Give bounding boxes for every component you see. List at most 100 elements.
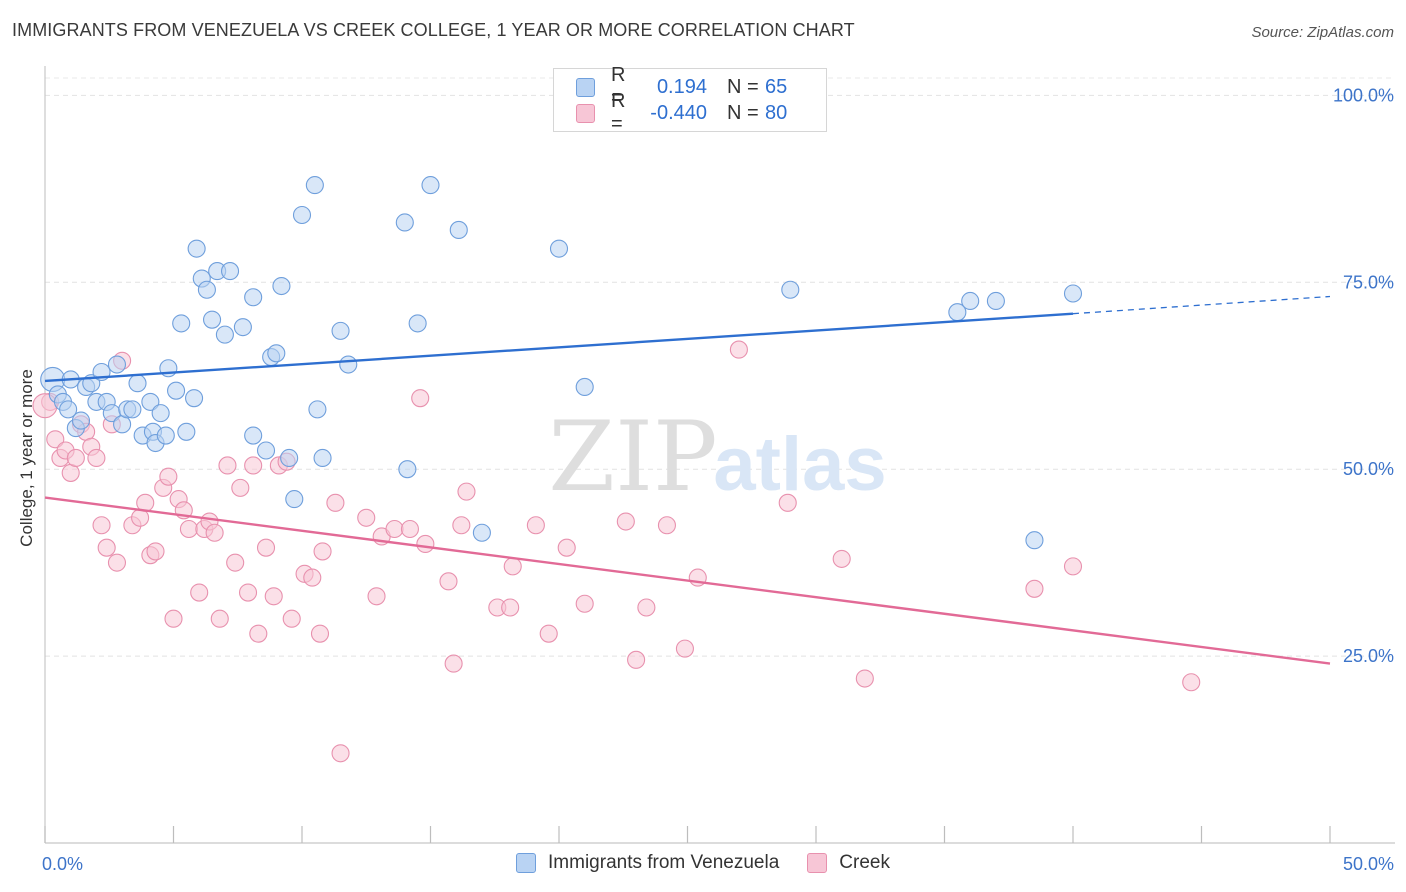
creek-point <box>87 448 106 468</box>
creek-point <box>832 549 851 568</box>
creek-point <box>1182 673 1201 692</box>
creek-point <box>616 512 635 531</box>
venezuela-point <box>1025 531 1044 550</box>
venezuela-point <box>575 377 594 397</box>
venezuela-point <box>185 389 204 408</box>
creek-point <box>264 587 283 606</box>
venezuela-point <box>986 291 1005 311</box>
legend-item-creek[interactable]: Creek <box>807 852 890 874</box>
x-tick-label: 0.0% <box>42 854 83 874</box>
y-axis-label: College, 1 year or more <box>17 369 36 547</box>
creek-trendline <box>44 496 1331 665</box>
venezuela-point <box>781 280 800 299</box>
venezuela-point <box>233 318 252 337</box>
creek-point <box>249 624 268 643</box>
venezuela-point <box>177 422 196 441</box>
venezuela-point <box>172 314 191 333</box>
creek-point <box>313 542 332 561</box>
legend-swatch-blue <box>516 853 537 873</box>
venezuela-point <box>292 205 312 225</box>
venezuela-point <box>472 523 491 542</box>
venezuela-point <box>395 213 414 232</box>
legend-item-venezuela[interactable]: Immigrants from Venezuela <box>516 852 779 874</box>
creek-point <box>164 609 183 628</box>
venezuela-point <box>305 176 324 195</box>
creek-point <box>179 519 198 539</box>
venezuela-point <box>331 321 350 340</box>
venezuela-point <box>167 381 186 400</box>
creek-point <box>66 448 85 468</box>
venezuela-point <box>256 441 276 460</box>
creek-point <box>46 430 65 449</box>
creek-point <box>326 493 345 512</box>
creek-point <box>218 456 237 475</box>
venezuela-point <box>59 400 78 419</box>
venezuela-point <box>449 220 468 240</box>
venezuela-point <box>961 291 980 311</box>
y-tick-label: 75.0% <box>1343 272 1394 292</box>
creek-point <box>231 478 250 497</box>
creek-point <box>400 519 419 539</box>
source-label: Source: ZipAtlas.com <box>1251 24 1394 41</box>
creek-point <box>1025 579 1044 598</box>
venezuela-point <box>71 411 91 430</box>
legend-series-name: Immigrants from Venezuela <box>548 852 780 873</box>
venezuela-point <box>187 239 206 258</box>
creek-points <box>32 340 1201 763</box>
creek-point <box>855 669 874 688</box>
creek-point <box>675 639 694 658</box>
creek-point <box>190 583 209 602</box>
legend-n-label: N = <box>727 75 759 98</box>
venezuela-point <box>313 448 332 468</box>
legend-r-value: -0.440 <box>650 101 707 124</box>
creek-point <box>210 609 229 628</box>
legend-swatch-blue <box>576 77 595 97</box>
tick-labels: 100.0% 75.0% 50.0% 25.0% 0.0% 50.0% <box>42 85 1394 874</box>
axes <box>44 66 1395 844</box>
creek-point <box>310 624 330 643</box>
creek-point <box>107 553 127 572</box>
legend-n-value: 65 <box>765 75 788 98</box>
creek-point <box>657 516 676 535</box>
venezuela-point <box>156 426 175 445</box>
legend-r-value: 0.194 <box>656 75 707 98</box>
venezuela-point <box>272 276 291 296</box>
y-tick-label: 50.0% <box>1343 459 1394 479</box>
creek-point <box>539 624 558 643</box>
venezuela-point <box>280 448 299 468</box>
creek-point <box>205 523 224 542</box>
creek-point <box>226 553 245 572</box>
venezuela-point <box>285 490 304 509</box>
creek-point <box>526 516 545 535</box>
venezuela-point <box>421 176 440 195</box>
legend-row-venezuela: R = 0.194 N = 65 <box>576 64 788 109</box>
creek-point <box>385 519 404 539</box>
creek-point <box>457 482 476 501</box>
creek-point <box>367 587 386 606</box>
creek-point <box>282 609 301 628</box>
venezuela-point <box>203 310 222 329</box>
venezuela-point <box>244 288 263 307</box>
creek-point <box>729 340 748 359</box>
venezuela-point <box>1063 284 1083 303</box>
creek-point <box>575 594 594 613</box>
creek-point <box>97 538 116 557</box>
creek-point <box>557 538 576 557</box>
creek-point <box>501 598 520 617</box>
venezuela-point <box>220 262 240 281</box>
stats-legend: R = 0.194 N = 65 R = -0.440 N = 80 <box>553 64 827 135</box>
x-tick-label: 50.0% <box>1343 854 1394 874</box>
watermark-atlas: atlas <box>713 422 886 507</box>
venezuela-point <box>244 426 263 445</box>
watermark: ZIP atlas <box>548 401 886 513</box>
creek-point <box>637 598 656 617</box>
creek-point <box>303 568 322 587</box>
venezuela-point <box>151 404 170 423</box>
venezuela-point <box>308 400 327 419</box>
creek-point <box>452 516 471 535</box>
watermark-zip: ZIP <box>548 401 717 513</box>
venezuela-point <box>128 374 147 393</box>
creek-point <box>244 456 263 475</box>
legend-swatch-pink <box>807 853 828 873</box>
